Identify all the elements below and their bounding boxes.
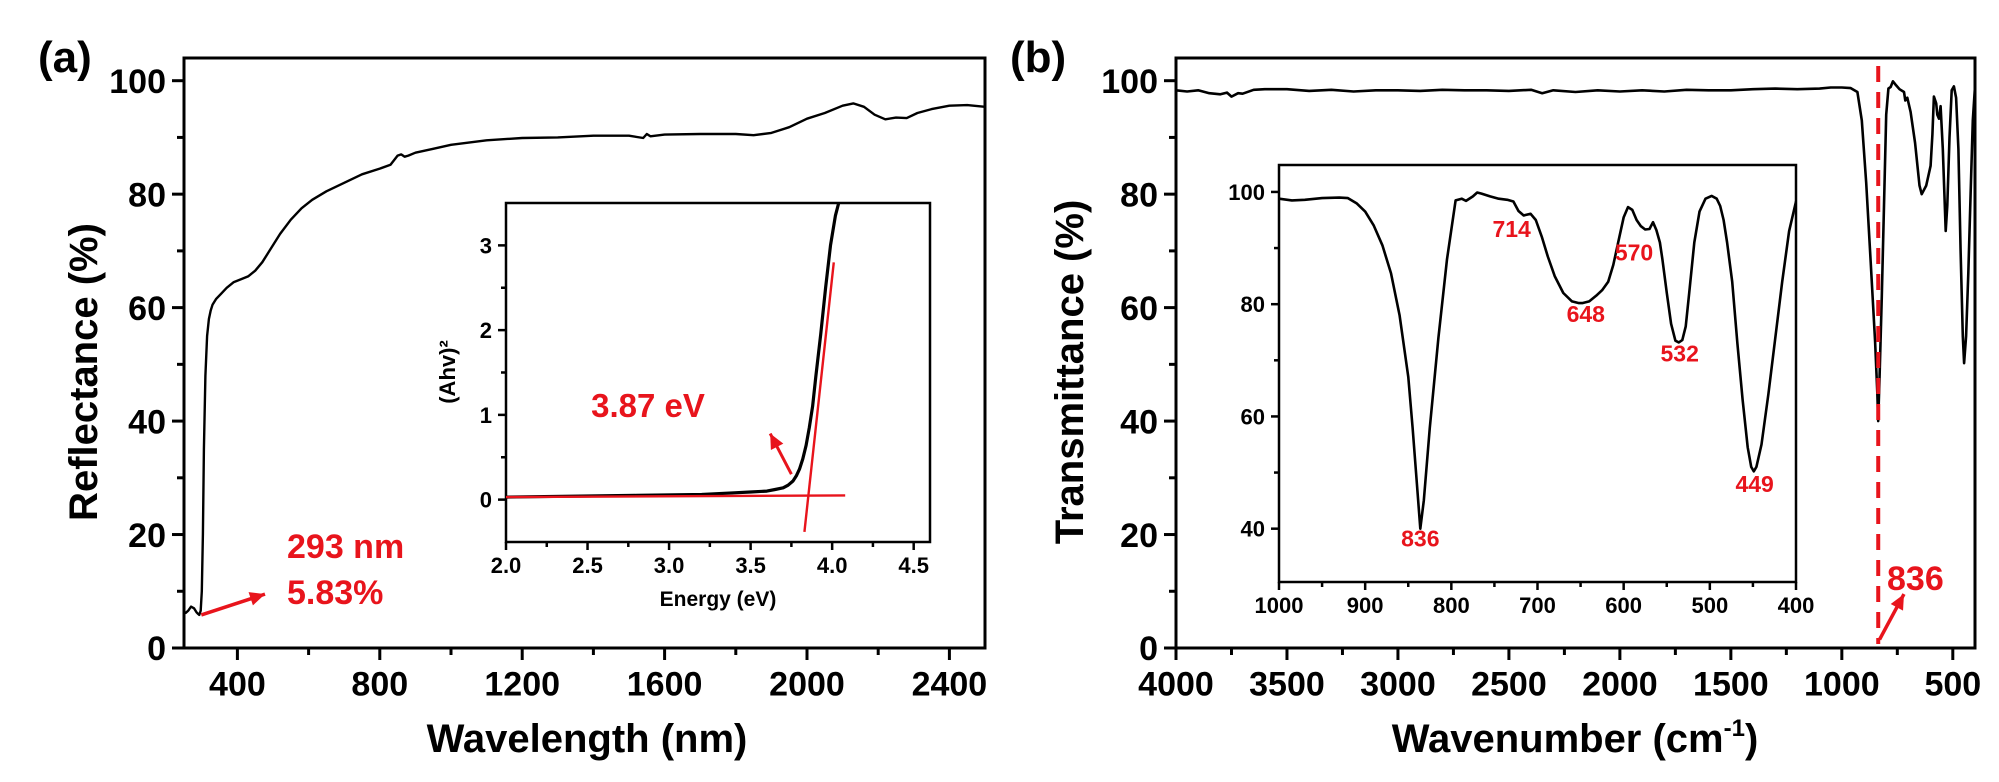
inset-a-x-tick-label: 2.0 xyxy=(491,553,522,578)
panel-b-x-tick-label: 500 xyxy=(1924,666,1981,704)
inset-a-x-tick-label: 3.0 xyxy=(654,553,685,578)
panel-b-y-tick-label: 40 xyxy=(1120,403,1158,441)
panel-b-x-tick-label: 1500 xyxy=(1693,666,1769,704)
panel-b-y-tick-label: 0 xyxy=(1139,630,1158,668)
inset-b-x-tick-label: 500 xyxy=(1691,593,1728,618)
panel-b-y-tick-label: 20 xyxy=(1120,517,1158,555)
inset-a-x-tick-label: 4.0 xyxy=(817,553,848,578)
panel-b-reference-arrow-head xyxy=(1890,594,1904,611)
inset-b-x-tick-label: 700 xyxy=(1519,593,1556,618)
inset-b-x-tick-label: 400 xyxy=(1778,593,1815,618)
inset-b-x-tick-label: 900 xyxy=(1347,593,1384,618)
panel-b-x-tick-label: 3500 xyxy=(1249,666,1325,704)
panel-a-x-tick-label: 400 xyxy=(209,666,266,704)
panel-b-x-tick-label: 2500 xyxy=(1471,666,1547,704)
inset-a-x-axis-title: Energy (eV) xyxy=(660,588,777,611)
inset-b-x-tick-label: 800 xyxy=(1433,593,1470,618)
panel-b-x-axis-title-superscript: -1 xyxy=(1724,715,1745,742)
inset-a-y-tick-label: 3 xyxy=(480,233,492,258)
panel-a-y-axis-title: Reflectance (%) xyxy=(62,223,106,521)
inset-b-y-tick-label: 60 xyxy=(1241,404,1265,429)
panel-a-x-axis-title: Wavelength (nm) xyxy=(427,717,748,761)
inset-b-peak-label-836: 836 xyxy=(1401,526,1439,552)
inset-a-y-axis-title: (Ahv)² xyxy=(435,340,460,404)
panel-a-annotation-wavelength: 293 nm xyxy=(287,528,404,566)
inset-a-baseline-fit-line xyxy=(505,494,846,499)
panel-b-y-tick-label: 60 xyxy=(1120,290,1158,328)
panel-a-y-tick-label: 40 xyxy=(128,403,166,441)
panel-b-y-axis-title: Transmittance (%) xyxy=(1048,200,1092,545)
inset-b-transmittance-curve xyxy=(1279,191,1796,530)
panel-b-reference-label: 836 xyxy=(1887,560,1944,598)
panel-a-x-tick-label: 2400 xyxy=(912,666,988,704)
inset-a-background xyxy=(506,203,930,542)
panel-a-x-tick-label: 1200 xyxy=(484,666,560,704)
panel-a-y-tick-label: 60 xyxy=(128,290,166,328)
panel-a-x-tick-label: 2000 xyxy=(769,666,845,704)
panel-b-x-tick-label: 3000 xyxy=(1360,666,1436,704)
panel-b-plot-area: 4000 3500 3000 2500 2000 1500 1000 500 0 20 40 60 80… xyxy=(1101,56,1981,704)
inset-b-peak-label-648: 648 xyxy=(1567,301,1606,327)
inset-a-y-tick-label: 2 xyxy=(480,318,492,343)
inset-b-peak-label-449: 449 xyxy=(1735,471,1773,497)
inset-b-x-tick-label: 600 xyxy=(1605,593,1642,618)
panel-a-axes-frame xyxy=(182,56,987,650)
panel-a-annotation-arrow-head xyxy=(248,592,265,606)
panel-a-y-tick-label: 0 xyxy=(147,630,166,668)
inset-a-x-tick-label: 3.5 xyxy=(735,553,766,578)
panel-b-transmittance: (b) 4000 3500 3000 2500 2000 1500 1000 50002040… xyxy=(1010,33,1981,761)
panel-b-x-tick-label: 4000 xyxy=(1138,666,1214,704)
inset-a-bandgap-arrow-head xyxy=(770,433,784,451)
inset-a-y-tick-label: 0 xyxy=(480,488,492,513)
panel-a-y-tick-label: 20 xyxy=(128,517,166,555)
panel-b-x-axis-title-end: ) xyxy=(1745,717,1758,761)
panel-b-x-axis-title: Wavenumber (cm-1) xyxy=(1392,715,1759,761)
panel-b-label: (b) xyxy=(1010,33,1066,82)
inset-a-x-tick-label: 2.5 xyxy=(572,553,603,578)
panel-a-reflectance-curve xyxy=(184,102,985,617)
panel-a-y-tick-label: 100 xyxy=(109,63,166,101)
panel-a-annotation-reflectance: 5.83% xyxy=(287,574,383,612)
panel-a-y-tick-label: 80 xyxy=(128,176,166,214)
inset-a-y-tick-label: 1 xyxy=(480,403,492,428)
panel-b-transmittance-curve xyxy=(1176,80,1975,423)
panel-a-label: (a) xyxy=(38,33,92,82)
panel-b-x-tick-label: 1000 xyxy=(1804,666,1880,704)
inset-b-y-tick-label: 40 xyxy=(1241,517,1265,542)
inset-a-x-tick-label: 4.5 xyxy=(898,553,929,578)
inset-a-tauc-curve xyxy=(506,203,841,499)
inset-a-bandgap-label: 3.87 eV xyxy=(591,387,705,424)
panel-b-y-tick-label: 80 xyxy=(1120,176,1158,214)
panel-b-y-tick-label: 100 xyxy=(1101,63,1158,101)
inset-b-peak-label-570: 570 xyxy=(1615,239,1653,265)
inset-b-y-tick-label: 100 xyxy=(1228,180,1265,205)
panel-b-inset-fingerprint-region: 1000 900 800 700 600 500 400 40 60 80 100 836 714 648… xyxy=(1228,163,1815,618)
panel-a-inset-tauc-plot: 2.0 2.5 3.0 3.5 4.0 4.5 0 1 2 3 xyxy=(480,201,932,578)
panel-a-x-tick-label: 1600 xyxy=(627,666,703,704)
panel-b-x-axis-title-main: Wavenumber (cm xyxy=(1392,717,1724,761)
inset-b-peak-label-532: 532 xyxy=(1660,340,1698,366)
inset-b-peak-label-714: 714 xyxy=(1492,216,1531,242)
inset-a-edge-fit-line xyxy=(803,262,835,532)
inset-b-x-tick-label: 1000 xyxy=(1255,593,1304,618)
panel-b-x-tick-label: 2000 xyxy=(1582,666,1658,704)
inset-b-background xyxy=(1279,165,1796,582)
panel-b-axes-frame xyxy=(1174,56,1977,650)
panel-a-x-tick-label: 800 xyxy=(351,666,408,704)
inset-b-y-tick-label: 80 xyxy=(1241,292,1265,317)
